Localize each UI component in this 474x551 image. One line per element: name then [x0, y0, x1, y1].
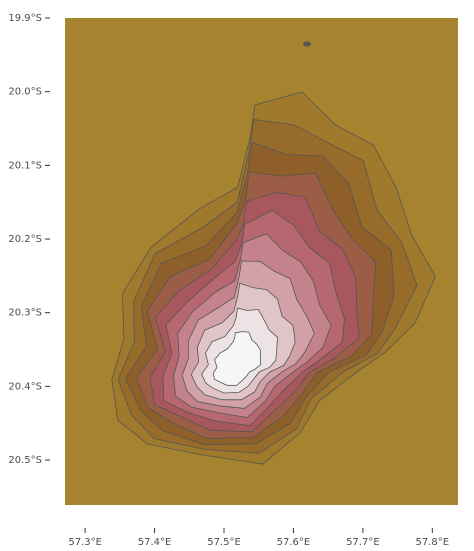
- x-tick-label: 57.4°E: [138, 537, 172, 548]
- contours: [111, 41, 436, 465]
- y-tick-label: 20.3°S: [8, 308, 42, 319]
- y-tick-label: 20.1°S: [8, 160, 42, 171]
- islet: [303, 41, 311, 47]
- y-tick-label: 20.5°S: [8, 455, 42, 466]
- contour-band: [212, 331, 262, 386]
- y-tick-label: 20.0°S: [8, 87, 42, 98]
- x-tick-label: 57.5°E: [207, 537, 241, 548]
- x-tick-label: 57.7°E: [346, 537, 380, 548]
- x-tick-label: 57.3°E: [68, 537, 102, 548]
- y-tick-label: 19.9°S: [8, 13, 42, 24]
- y-tick-label: 20.4°S: [8, 381, 42, 392]
- x-tick-label: 57.8°E: [416, 537, 450, 548]
- x-tick-label: 57.6°E: [277, 537, 311, 548]
- y-tick-label: 20.2°S: [8, 234, 42, 245]
